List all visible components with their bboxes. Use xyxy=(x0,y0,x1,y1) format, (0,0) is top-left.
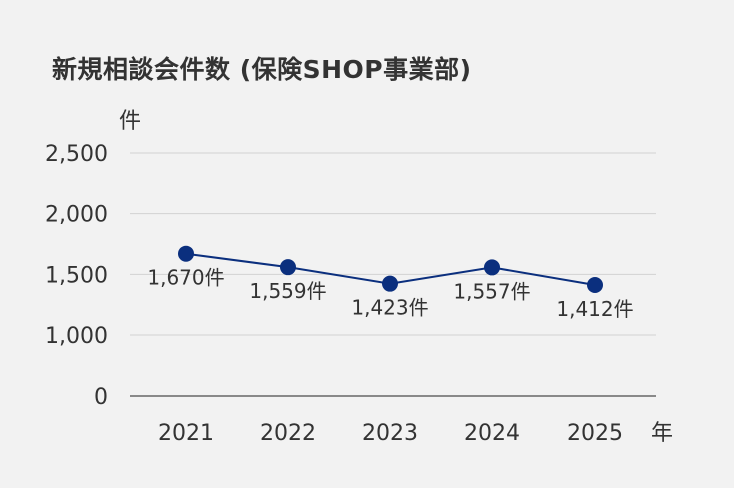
y-axis-unit-label: 件 xyxy=(119,109,141,134)
data-label: 1,559件 xyxy=(249,279,326,303)
x-tick-label: 2024 xyxy=(464,421,520,446)
data-label: 1,557件 xyxy=(453,279,530,303)
data-point xyxy=(382,275,398,292)
grid-lines xyxy=(130,152,656,336)
x-tick-label: 2022 xyxy=(260,421,316,446)
y-tick-label: 2,000 xyxy=(45,203,108,228)
y-tick-labels: 0 1,000 1,500 2,000 2,500 xyxy=(45,142,108,410)
x-tick-label: 2025 xyxy=(567,421,623,446)
data-label: 1,423件 xyxy=(351,296,428,320)
data-point xyxy=(587,277,603,294)
chart-title: 新規相談会件数 (保険SHOP事業部) xyxy=(52,55,472,84)
data-point xyxy=(280,259,296,276)
y-tick-label: 2,500 xyxy=(45,142,108,167)
y-tick-label: 1,000 xyxy=(45,324,108,349)
x-tick-labels: 2021 2022 2023 2024 2025 xyxy=(158,421,623,446)
x-axis-unit-label: 年 xyxy=(651,421,673,446)
y-tick-label: 1,500 xyxy=(45,263,108,288)
y-tick-label: 0 xyxy=(94,385,108,410)
data-label: 1,670件 xyxy=(147,266,224,290)
data-labels: 1,670件 1,559件 1,423件 1,557件 1,412件 xyxy=(147,266,633,321)
x-tick-label: 2023 xyxy=(362,421,418,446)
data-points xyxy=(178,245,603,294)
x-tick-label: 2021 xyxy=(158,421,214,446)
data-label: 1,412件 xyxy=(556,297,633,321)
data-point xyxy=(484,259,500,276)
data-point xyxy=(178,245,194,262)
